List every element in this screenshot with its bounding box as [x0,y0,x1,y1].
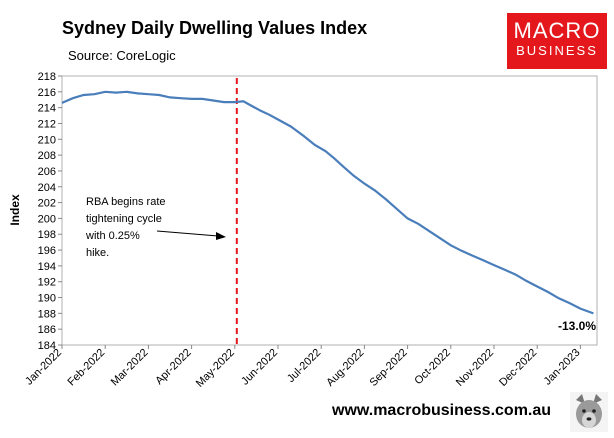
chart-title: Sydney Daily Dwelling Values Index [62,18,368,38]
annotation-arrow-shaft [156,230,219,237]
x-tick-label: Nov-2022 [454,347,496,389]
line-chart: 184 186 188 190 192 194 196 198 200 202 204 206 208 2… [8,71,598,390]
macrobusiness-logo: MACRO BUSINESS [507,13,607,69]
x-tick-label: Dec-2022 [497,347,539,389]
x-tick-label: Feb-2022 [66,347,108,389]
y-tick-label: 216 [38,87,56,99]
y-tick-label: 212 [38,118,56,130]
y-tick-label: 206 [38,166,56,178]
percent-change-label: -13.0% [558,319,596,333]
x-tick-label: Jan-2022 [23,347,64,388]
rba-annotation-line-2: tightening cycle [86,213,162,225]
x-tick-label: Aug-2022 [324,347,366,389]
y-tick-label: 194 [38,261,56,273]
y-axis: 184 186 188 190 192 194 196 198 200 202 204 206 208 2… [38,71,62,352]
x-tick-label: Apr-2022 [153,347,193,387]
y-axis-label: Index [8,194,22,226]
chart-source: Source: CoreLogic [68,48,176,63]
rba-annotation-line-1: RBA begins rate [86,196,166,208]
y-tick-label: 190 [38,293,56,305]
x-tick-label: Jan-2023 [542,347,583,388]
series-line [61,90,594,315]
rba-annotation-line-4: hike. [86,247,109,259]
y-tick-label: 188 [38,308,56,320]
y-tick-label: 184 [38,340,56,352]
y-tick-label: 214 [38,103,56,115]
y-tick-label: 210 [38,134,56,146]
x-tick-label: May-2022 [194,347,237,390]
rba-annotation-line-3: with 0.25% [85,230,140,242]
y-tick-label: 198 [38,229,56,241]
y-tick-label: 200 [38,213,56,225]
y-tick-label: 202 [38,198,56,210]
y-tick-label: 218 [38,71,56,83]
y-tick-label: 196 [38,245,56,257]
y-tick-label: 204 [38,182,56,194]
website-url: www.macrobusiness.com.au [332,402,552,419]
x-axis: Jan-2022 Feb-2022 Mar-2022 Apr-2022 May-2022… [23,345,583,390]
plot-area [61,75,598,346]
y-tick-label: 208 [38,150,56,162]
wolf-mascot-icon [570,392,608,432]
x-tick-label: Sep-2022 [367,347,409,389]
x-tick-label: Mar-2022 [109,347,151,389]
y-tick-label: 192 [38,277,56,289]
x-tick-label: Jun-2022 [239,347,280,388]
rba-annotation: RBA begins rate tightening cycle with 0.… [85,196,226,259]
annotation-arrow-head [216,232,226,240]
x-tick-label: Jul-2022 [285,347,323,385]
y-tick-label: 186 [38,324,56,336]
logo-line-2: BUSINESS [516,43,598,58]
x-tick-label: Oct-2022 [412,347,452,387]
logo-line-1: MACRO [513,18,601,43]
